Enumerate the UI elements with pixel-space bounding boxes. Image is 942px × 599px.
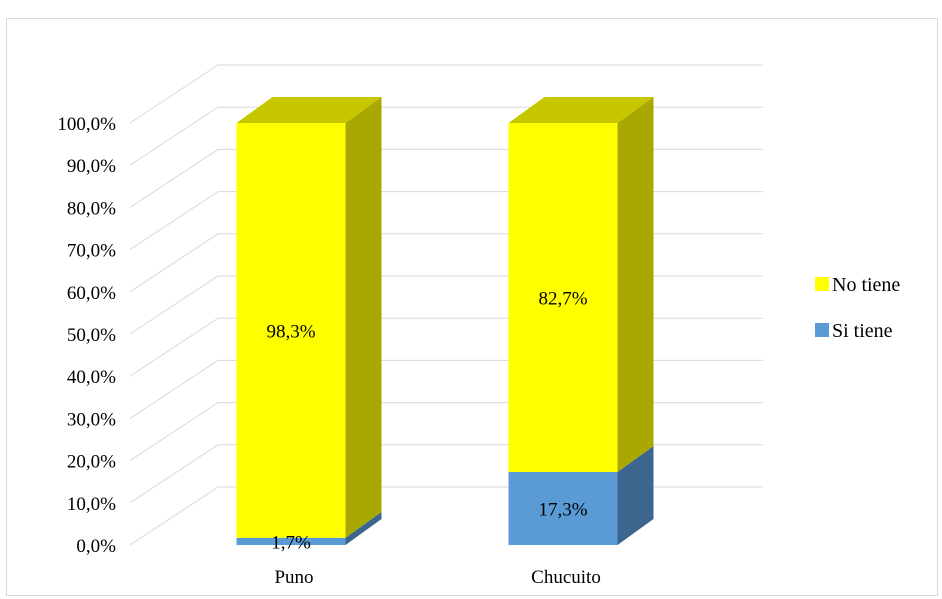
bar-chucuito-no-tiene: [508, 97, 654, 472]
bars: [236, 97, 654, 545]
data-label-puno-no-tiene: 98,3%: [266, 321, 315, 342]
legend: No tiene Si tiene: [815, 274, 900, 342]
y-tick-label: 100,0%: [57, 114, 116, 135]
legend-swatch-no-tiene: [815, 277, 829, 291]
y-tick-label: 10,0%: [67, 494, 116, 515]
data-label-puno-si-tiene: 1,7%: [271, 532, 311, 553]
gridline: [129, 359, 763, 419]
bar-chucuito-si-tiene-side: [617, 445, 654, 545]
data-label-chucuito-no-tiene: 82,7%: [538, 288, 587, 309]
bar-chucuito-si-tiene-front: [508, 471, 618, 545]
data-label-chucuito-si-tiene: 17,3%: [538, 499, 587, 520]
bar-puno-no-tiene-front: [236, 123, 346, 538]
bar-chucuito-si-tiene: [508, 445, 654, 545]
bar-puno-si-tiene: [236, 511, 382, 545]
bar-puno-si-tiene-front: [236, 537, 346, 545]
category-label-puno: Puno: [274, 567, 313, 588]
bar-puno-si-tiene-side: [345, 511, 382, 545]
y-tick-label: 30,0%: [67, 409, 116, 430]
bar-chucuito-no-tiene-front: [508, 123, 618, 472]
category-label-chucuito: Chucuito: [531, 567, 601, 588]
gridline: [129, 191, 763, 251]
bar-chucuito-no-tiene-top: [508, 97, 654, 123]
gridline: [129, 275, 763, 335]
data-labels: 1,7% 98,3% 17,3% 82,7%: [266, 288, 587, 553]
category-labels: Puno Chucuito: [274, 567, 600, 588]
legend-label-no-tiene: No tiene: [832, 274, 900, 296]
y-tick-label: 60,0%: [67, 283, 116, 304]
gridline: [129, 402, 763, 462]
bar-chucuito-no-tiene-side: [617, 97, 654, 472]
bar-puno-no-tiene: [236, 97, 382, 538]
gridlines: [129, 64, 763, 546]
y-tick-label: 70,0%: [67, 241, 116, 262]
bar-puno-no-tiene-top: [236, 97, 382, 123]
y-tick-label: 20,0%: [67, 452, 116, 473]
gridline: [129, 148, 763, 208]
y-tick-label: 0,0%: [76, 536, 116, 557]
gridline: [129, 106, 763, 166]
y-tick-label: 90,0%: [67, 156, 116, 177]
y-tick-label: 80,0%: [67, 198, 116, 219]
y-tick-label: 50,0%: [67, 325, 116, 346]
legend-label-si-tiene: Si tiene: [832, 320, 893, 342]
gridline: [129, 486, 763, 546]
gridline: [129, 233, 763, 293]
y-tick-label: 40,0%: [67, 367, 116, 388]
chart-frame: [6, 18, 938, 596]
gridline: [129, 317, 763, 377]
y-axis-ticks: 0,0% 10,0% 20,0% 30,0% 40,0% 50,0% 60,0% 70,0% 8…: [57, 114, 116, 557]
bar-puno-no-tiene-side: [345, 97, 382, 538]
gridline: [129, 444, 763, 504]
gridline: [129, 64, 763, 124]
legend-swatch-si-tiene: [815, 323, 829, 337]
